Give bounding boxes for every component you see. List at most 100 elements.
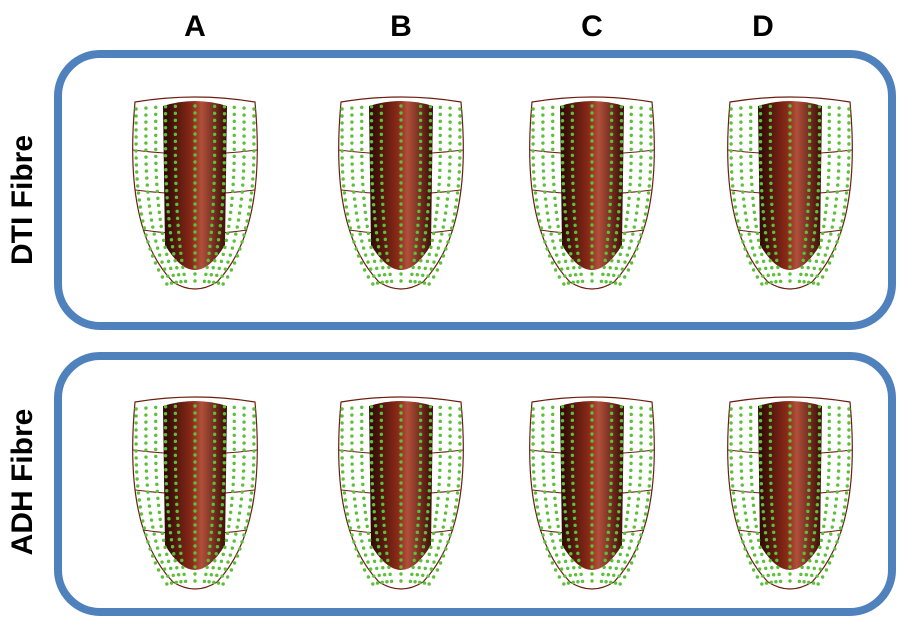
fibre-point <box>616 224 619 227</box>
fibre-point <box>773 545 776 548</box>
fibre-point <box>541 420 544 423</box>
fibre-point <box>174 419 177 422</box>
column-label: B <box>390 10 412 43</box>
fibre-point <box>179 580 182 583</box>
fibre-point <box>762 510 765 513</box>
fibre-point <box>837 413 840 416</box>
fibre-point <box>174 447 177 450</box>
fibre-point <box>344 198 347 201</box>
fibre-point <box>623 260 626 263</box>
fibre-point <box>213 405 216 408</box>
fibre-point <box>193 223 196 226</box>
fibre-point <box>419 433 422 436</box>
fibre-point <box>628 483 631 486</box>
fibre-point <box>346 512 349 515</box>
fibre-point <box>220 560 223 563</box>
fibre-point <box>139 505 142 508</box>
fibre-point <box>551 120 554 123</box>
fibre-point <box>458 121 461 124</box>
fibre-point <box>219 217 222 220</box>
fibre-point <box>448 162 451 165</box>
fibre-point <box>174 175 177 178</box>
fibre-point <box>221 274 224 277</box>
fibre-point <box>357 525 360 528</box>
fibre-point <box>428 482 431 485</box>
fibre-point <box>223 546 226 549</box>
fibre-point <box>165 196 168 199</box>
fibre-point <box>223 447 226 450</box>
fibre-point <box>375 567 378 570</box>
fibre-point <box>759 405 762 408</box>
fibre-point <box>535 198 538 201</box>
fibre-point <box>564 560 567 563</box>
fibre-point <box>212 581 215 584</box>
fibre-point <box>448 120 451 123</box>
fibre-point <box>399 558 402 561</box>
fibre-point <box>827 176 830 179</box>
fibre-point <box>218 567 221 570</box>
fibre-point <box>433 525 436 528</box>
fibre-point <box>628 190 631 193</box>
fibre-point <box>648 477 651 480</box>
fibre-point <box>571 126 574 129</box>
fibre-point <box>570 559 573 562</box>
fibre-point <box>154 134 157 137</box>
fibre-point <box>551 539 554 542</box>
fibre-point <box>807 496 810 499</box>
fibre-point <box>847 470 850 473</box>
column-label: A <box>184 10 206 43</box>
fibre-point <box>169 231 172 234</box>
fibre-point <box>551 148 554 151</box>
fibre-point <box>220 210 223 213</box>
fibre-point <box>399 223 402 226</box>
fibre-point <box>380 461 383 464</box>
fibre-point <box>821 275 824 278</box>
fibre-point <box>440 532 443 535</box>
fibre-point <box>620 419 623 422</box>
fibre-point <box>610 440 613 443</box>
fibre-point <box>366 225 369 228</box>
fibre-point <box>557 225 560 228</box>
fibre-point <box>213 133 216 136</box>
fibre-point <box>590 251 593 254</box>
fibre-point <box>749 120 752 123</box>
fibre-point <box>590 544 593 547</box>
fibre-point <box>432 275 435 278</box>
fibre-point <box>213 475 216 478</box>
fibre-point <box>419 154 422 157</box>
fibre-point <box>174 105 177 108</box>
fibre-point <box>618 503 621 506</box>
fibre-point <box>769 461 772 464</box>
fibre-point <box>193 118 196 121</box>
fibre-point <box>770 581 773 584</box>
fibre-point <box>370 133 373 136</box>
fibre-point <box>399 481 402 484</box>
fibre-point <box>590 418 593 421</box>
fibre-point <box>733 198 736 201</box>
fibre-point <box>458 142 461 145</box>
fibre-point <box>541 141 544 144</box>
fibre-point <box>772 273 775 276</box>
fibre-point <box>531 428 534 431</box>
fibre-point <box>159 518 162 521</box>
fibre-point <box>829 232 832 235</box>
fibre-point <box>541 448 544 451</box>
fibre-point <box>825 197 828 200</box>
fibre-point <box>351 176 354 179</box>
fibre-point <box>642 219 645 222</box>
fibre-point <box>759 433 762 436</box>
fibre-point <box>154 539 157 542</box>
fibre-point <box>756 275 759 278</box>
fibre-point <box>774 252 777 255</box>
fibre-point <box>759 419 762 422</box>
fibre-point <box>729 449 732 452</box>
fibre-point <box>416 231 419 234</box>
fibre-point <box>763 524 766 527</box>
fibre-point <box>751 497 754 500</box>
fibre-point <box>134 456 137 459</box>
fibre-point <box>399 195 402 198</box>
fibre-point <box>824 511 827 514</box>
fibre-point <box>429 105 432 108</box>
fibre-point <box>545 247 548 250</box>
fibre-point <box>193 439 196 442</box>
